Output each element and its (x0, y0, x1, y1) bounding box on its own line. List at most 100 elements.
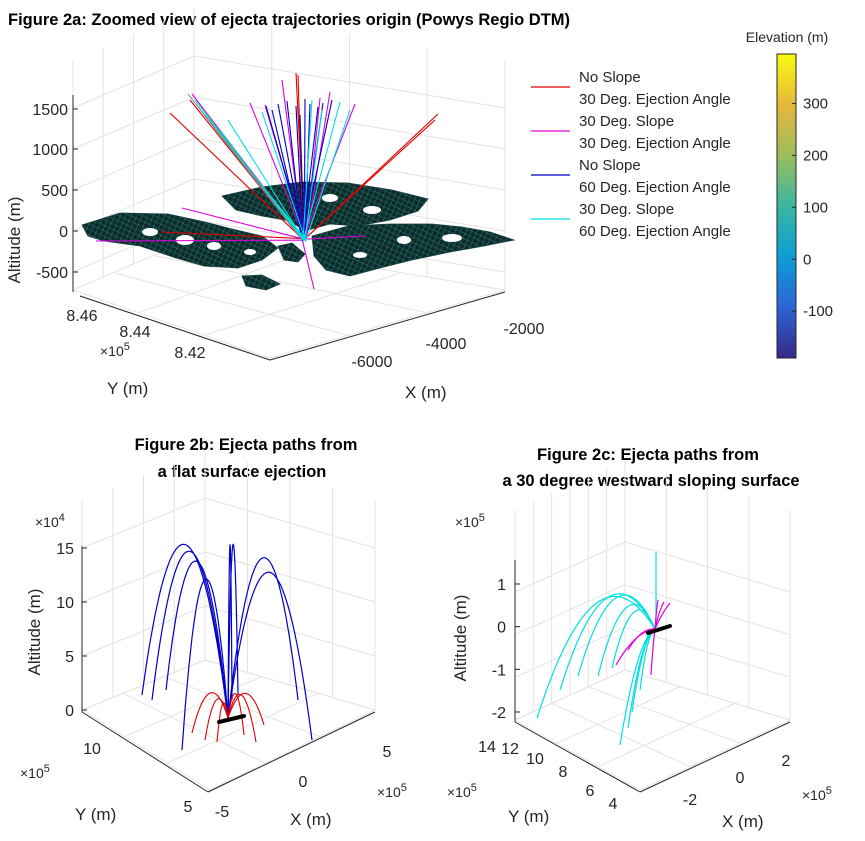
fig2a-trajectories (95, 72, 439, 290)
fig2c-gridline (624, 669, 791, 721)
fig2a-gridline (269, 289, 506, 359)
fig2b-title-line2: a flat surface ejection (158, 463, 327, 481)
fig2a-zlabel: Altitude (m) (5, 197, 24, 284)
fig2c-gridline (639, 719, 791, 791)
fig2b-trajectory-blue (141, 543, 229, 719)
fig2c-gridline (514, 541, 626, 593)
fig2b-gridline (81, 605, 206, 657)
fig2b-trajectory-blue (151, 550, 229, 719)
fig2c-trajectory-cyan (577, 594, 656, 677)
fig2a-trajectory (261, 111, 307, 242)
fig2b-trajectory-red (191, 692, 229, 734)
fig2a-legend-label: 60 Deg. Ejection Angle (579, 179, 731, 196)
fig2c-y-exponent: ×105 (447, 782, 477, 800)
fig2c-z-tick-label: -1 (492, 662, 506, 679)
fig2c-y-tick-label: 6 (586, 783, 595, 800)
fig2b-zlabel: Altitude (m) (25, 589, 44, 676)
fig2a-legend: No Slope 30 Deg. Ejection Angle 30 Deg. Sl… (531, 69, 731, 240)
fig2c-trajectory-cyan (536, 595, 656, 719)
fig2a-gridline (72, 137, 195, 191)
fig2a-trajectory (169, 112, 305, 241)
fig2c-panel: Figure 2c: Ejecta paths from a 30 degree… (447, 446, 832, 831)
fig2a-trajectory (304, 109, 323, 239)
fig2c-y-tick-label: 10 (526, 751, 544, 768)
fig2b-gridline (81, 497, 206, 549)
fig2c-trajectory-magenta (654, 602, 671, 630)
fig2a-trajectory (299, 114, 305, 240)
fig2b-xlabel: X (m) (290, 810, 332, 829)
fig2b-y-tick-label: 5 (184, 799, 193, 816)
fig2c-trajectory-cyan (611, 609, 656, 669)
fig2c-x-tick-label: 2 (782, 753, 791, 770)
fig2b-trajectory-blue (227, 543, 239, 719)
fig2a-x-tick-label: -2000 (504, 321, 545, 338)
fig2a-x-tick-label: -6000 (352, 354, 393, 371)
fig2b-gridline (209, 709, 376, 791)
fig2a-y-tick-label: 8.46 (66, 308, 97, 325)
fig2c-y-tick-label: 4 (609, 796, 618, 813)
fig2a-z-tick-label: 0 (59, 224, 68, 241)
fig2a-gridline (204, 272, 402, 336)
fig2a-dtm-patch (221, 181, 429, 232)
fig2a-legend-label: 60 Deg. Ejection Angle (579, 223, 731, 240)
fig2c-y-tick-label: 14 (478, 739, 496, 756)
fig2b-gridline (204, 659, 376, 711)
fig2b-y-exponent: ×105 (20, 763, 50, 781)
fig2b-title-line1: Figure 2b: Ejecta paths from (135, 436, 358, 454)
fig2b-trajectory-blue (227, 571, 313, 741)
fig2a-z-tick-label: 500 (41, 183, 68, 200)
fig2a-title: Figure 2a: Zoomed view of ejecta traject… (8, 11, 570, 29)
fig2b-gridline (122, 692, 266, 764)
fig2c-gridline (598, 702, 736, 768)
fig2a-colorbar-tick-label: 300 (803, 95, 828, 112)
fig2c-axes (514, 560, 791, 793)
fig2a-trajectory (203, 109, 303, 241)
fig2a-trajectory (301, 119, 436, 242)
fig2b-gridline (81, 551, 206, 603)
fig2a-x-tick-label: -4000 (426, 336, 467, 353)
fig2c-z-tick-label: 0 (497, 620, 506, 637)
fig2a-gridline (113, 272, 349, 336)
fig2a-trajectory (181, 207, 305, 240)
fig2a-dtm-hole (322, 194, 338, 202)
fig2a-y-axis (79, 295, 271, 361)
fig2b-x-tick-label: 0 (299, 774, 308, 791)
fig2c-gridline (624, 626, 791, 678)
fig2b-trajectory-blue (181, 578, 229, 751)
fig2b-axes (81, 546, 376, 793)
fig2b-surface-segment (217, 714, 246, 724)
fig2c-z-tick-label: -2 (492, 705, 506, 722)
fig2a-colorbar-tick-label: -100 (803, 303, 833, 320)
fig2b-z-exponent: ×104 (35, 512, 65, 530)
fig2a-dtm-patch (277, 242, 306, 263)
fig2a-colorbar-tick-label: 200 (803, 147, 828, 164)
fig2a-trajectory (303, 235, 366, 240)
fig2a-dtm-surface (81, 181, 516, 291)
fig2b-z-tick-label: 10 (56, 595, 74, 612)
fig2a-tick-labels: -500 0 500 1000 1500 8.42 8.44 8.46 -6000 -4000 -2… (32, 102, 544, 371)
fig2a-y-tick-label: 8.44 (119, 324, 150, 341)
fig2a-colorbar-tick-label: 0 (803, 251, 811, 268)
fig2c-trajectory-cyan (559, 593, 656, 691)
fig2a-dtm-hole (142, 228, 158, 236)
fig2a-z-tick-label: 1500 (32, 102, 68, 119)
fig2a-ylabel: Y (m) (107, 379, 148, 398)
fig2b-y-tick-label: 10 (83, 741, 101, 758)
fig2b-x-exponent: ×105 (377, 782, 407, 800)
fig2a-dtm-hole (176, 235, 194, 245)
fig2c-gridline (624, 541, 791, 593)
fig2a-legend-label: 30 Deg. Slope (579, 113, 674, 130)
fig2a-xlabel: X (m) (405, 383, 447, 402)
fig2c-y-axis (514, 721, 641, 793)
fig2b-gridline (124, 676, 262, 738)
fig2b-gridline (204, 497, 376, 549)
fig2b-ylabel: Y (m) (75, 805, 116, 824)
fig2c-title-line1: Figure 2c: Ejecta paths from (537, 446, 759, 464)
fig2b-panel: Figure 2b: Ejecta paths from a flat surf… (20, 436, 407, 829)
fig2a-dtm-hole (353, 252, 367, 258)
fig2a-gridline (72, 55, 195, 109)
fig2a-legend-label: 30 Deg. Ejection Angle (579, 135, 731, 152)
fig2c-trajectory-magenta (650, 628, 656, 676)
fig2a-trajectory (302, 101, 341, 241)
fig2c-xlabel: X (m) (722, 812, 764, 831)
